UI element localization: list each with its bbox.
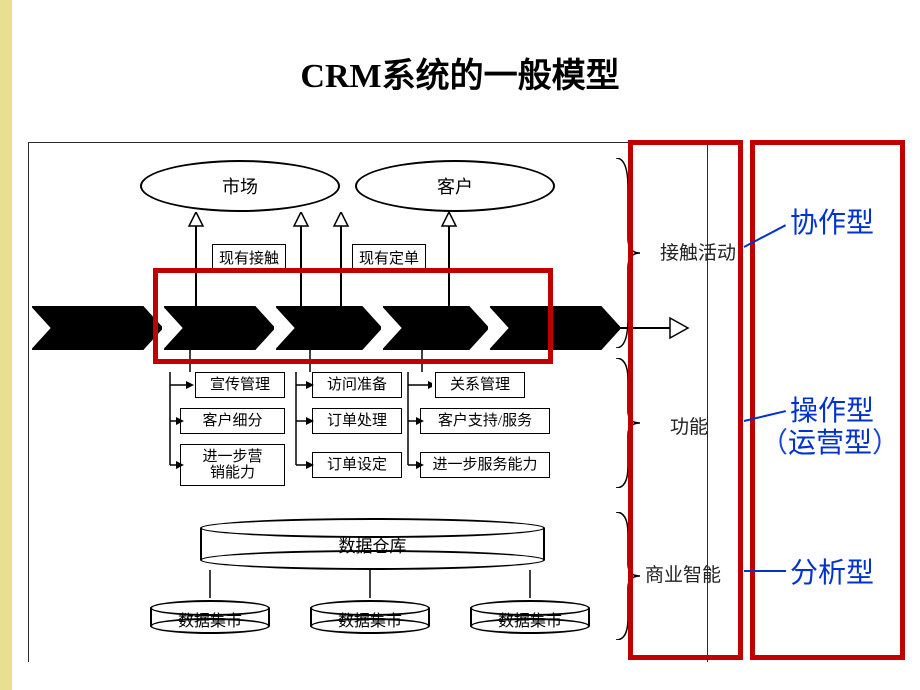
function-box: 访问准备 — [312, 372, 402, 398]
label-existing-contact-text: 现有接触 — [219, 247, 279, 268]
label-existing-contact: 现有接触 — [212, 244, 286, 271]
blue-label-analyze: 分析型 — [790, 558, 874, 590]
wh-to-marts — [150, 568, 600, 602]
label-existing-order-text: 现有定单 — [359, 247, 419, 268]
connector-col2 — [290, 350, 320, 490]
function-box: 客户支持/服务 — [420, 408, 550, 434]
function-box: 订单处理 — [312, 408, 402, 434]
connector-col1 — [160, 350, 200, 490]
slide-accent-band — [0, 0, 12, 690]
red-box-sections — [628, 140, 743, 660]
ellipse-customer-label: 客户 — [437, 173, 473, 199]
blue-label-operate-render: 操作型 （运营型） — [760, 396, 900, 460]
red-box-process — [153, 268, 553, 364]
function-box: 关系管理 — [435, 372, 525, 398]
data-mart-label: 数据集市 — [150, 610, 270, 628]
process-step-label: 产品开发 — [32, 306, 162, 350]
function-box: 宣传管理 — [195, 372, 285, 398]
ellipse-market-label: 市场 — [222, 173, 258, 199]
function-box: 订单设定 — [312, 452, 402, 478]
op-line1: 操作型 — [790, 396, 900, 428]
ellipse-customer: 客户 — [355, 160, 555, 212]
function-box: 进一步服务能力 — [420, 452, 550, 478]
ellipse-market: 市场 — [140, 160, 340, 212]
label-existing-order: 现有定单 — [352, 244, 426, 271]
blue-label-collab: 协作型 — [790, 208, 874, 240]
op-line2: （运营型） — [760, 428, 900, 460]
page-title: CRM系统的一般模型 — [0, 48, 920, 97]
annotation-connector — [744, 570, 786, 572]
data-mart-label: 数据集市 — [470, 610, 590, 628]
data-mart-label: 数据集市 — [310, 610, 430, 628]
connector-col3 — [402, 350, 432, 490]
process-step: 产品开发 — [32, 306, 162, 350]
data-warehouse-label: 数据仓库 — [339, 532, 407, 557]
